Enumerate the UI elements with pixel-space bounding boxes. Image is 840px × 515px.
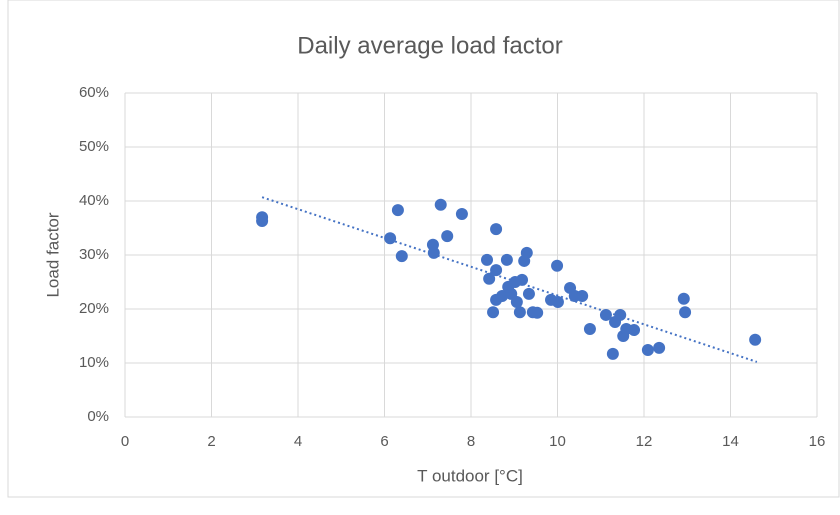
- x-tick-label: 12: [636, 433, 653, 450]
- point: [434, 198, 447, 211]
- y-axis-label: Load factor: [43, 212, 62, 297]
- point: [576, 290, 589, 303]
- x-tick-label: 10: [549, 433, 566, 450]
- x-tick-label: 16: [809, 433, 826, 450]
- point: [496, 290, 509, 303]
- x-tick-label: 4: [294, 433, 302, 450]
- trendline: [261, 196, 758, 363]
- point: [513, 306, 526, 319]
- point: [490, 264, 503, 277]
- point: [391, 204, 404, 217]
- point: [641, 344, 654, 357]
- chart-border: [7, 0, 840, 498]
- y-tick-label: 10%: [79, 354, 109, 371]
- point: [749, 333, 762, 346]
- chart-title: Daily average load factor: [297, 32, 562, 59]
- point: [427, 246, 440, 259]
- point: [487, 306, 500, 319]
- x-tick-label: 0: [121, 433, 129, 450]
- point: [522, 287, 535, 300]
- y-tick-label: 40%: [79, 192, 109, 209]
- x-tick-label: 14: [722, 433, 739, 450]
- y-tick-label: 50%: [79, 138, 109, 155]
- point: [599, 308, 612, 321]
- point: [481, 253, 494, 266]
- point: [483, 272, 496, 285]
- point: [551, 259, 564, 272]
- point: [679, 306, 692, 319]
- point: [516, 273, 529, 286]
- point: [653, 341, 666, 354]
- y-tick-label: 0%: [87, 408, 109, 425]
- y-tick-label: 60%: [79, 84, 109, 101]
- point: [510, 295, 523, 308]
- point: [614, 308, 627, 321]
- point: [677, 292, 690, 305]
- point: [256, 214, 269, 227]
- point: [583, 322, 596, 335]
- point: [500, 253, 513, 266]
- x-tick-label: 2: [207, 433, 215, 450]
- point: [395, 250, 408, 263]
- point: [384, 232, 397, 245]
- point: [628, 324, 641, 337]
- point: [551, 295, 564, 308]
- point: [520, 246, 533, 259]
- x-axis-label: T outdoor [°C]: [417, 466, 523, 485]
- x-tick-label: 6: [380, 433, 388, 450]
- point: [441, 230, 454, 243]
- point: [490, 223, 503, 236]
- x-tick-label: 8: [467, 433, 475, 450]
- point: [531, 306, 544, 319]
- y-tick-label: 30%: [79, 246, 109, 263]
- y-tick-label: 20%: [79, 300, 109, 317]
- point: [606, 347, 619, 360]
- point: [455, 207, 468, 220]
